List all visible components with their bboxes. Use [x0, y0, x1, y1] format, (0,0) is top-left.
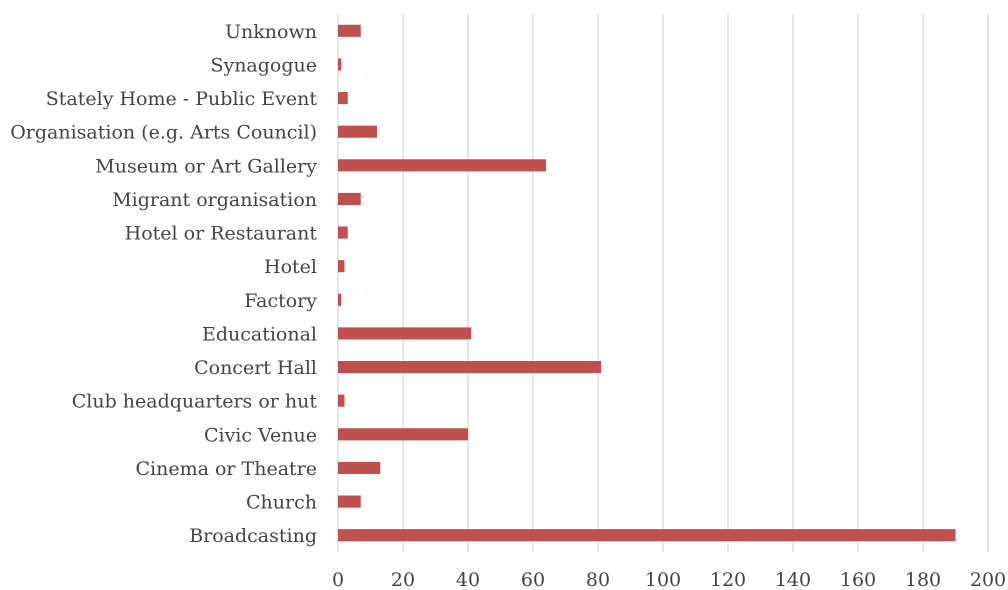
x-tick-label: 80 — [586, 569, 610, 590]
grid-lines — [337, 14, 989, 552]
category-label: Civic Venue — [204, 424, 317, 446]
category-label: Museum or Art Gallery — [95, 155, 317, 177]
bar-unknown — [338, 24, 361, 37]
category-label: Organisation (e.g. Arts Council) — [10, 122, 317, 144]
x-tick-label: 200 — [970, 569, 1006, 590]
bar-broadcasting — [338, 529, 956, 542]
bars — [338, 24, 956, 542]
category-label: Unknown — [225, 21, 317, 43]
bar-hotel-or-restaurant — [338, 226, 348, 239]
x-tick-label: 140 — [775, 569, 811, 590]
category-label: Stately Home - Public Event — [46, 88, 318, 110]
category-label: Educational — [202, 323, 317, 345]
bar-cinema-or-theatre — [338, 461, 381, 474]
category-label: Concert Hall — [194, 357, 317, 379]
x-tick-label: 60 — [521, 569, 545, 590]
category-label: Factory — [244, 290, 317, 312]
category-label: Club headquarters or hut — [72, 391, 318, 413]
bar-educational — [338, 327, 472, 340]
category-labels: Broadcasting Church Cinema or Theatre Civic… — [10, 21, 317, 547]
bar-club-headquarters-or-hut — [338, 394, 345, 407]
bar-organisation-e-g-arts-council — [338, 125, 377, 138]
bar-civic-venue — [338, 428, 468, 441]
bar-synagogue — [338, 58, 342, 71]
x-tick-label: 0 — [332, 569, 344, 590]
category-label: Church — [246, 492, 317, 514]
x-tick-label: 20 — [391, 569, 415, 590]
bar-factory — [338, 293, 342, 306]
x-tick-label: 120 — [710, 569, 746, 590]
bar-church — [338, 495, 361, 508]
x-axis-tick-labels: 0 20 40 60 80 100 120 140 160 180 200 — [332, 569, 1006, 590]
bar-migrant-organisation — [338, 192, 361, 205]
x-tick-label: 160 — [840, 569, 876, 590]
bar-hotel — [338, 260, 345, 273]
category-label: Hotel — [264, 256, 317, 278]
category-label: Cinema or Theatre — [136, 458, 317, 480]
x-tick-label: 180 — [905, 569, 941, 590]
x-tick-label: 40 — [456, 569, 480, 590]
category-label: Synagogue — [210, 54, 317, 76]
bar-concert-hall — [338, 361, 602, 374]
category-label: Broadcasting — [189, 525, 317, 547]
x-tick-label: 100 — [645, 569, 681, 590]
category-label: Hotel or Restaurant — [125, 223, 318, 245]
category-label: Migrant organisation — [112, 189, 317, 211]
bar-museum-or-art-gallery — [338, 159, 546, 172]
bar-stately-home-public-event — [338, 92, 348, 105]
